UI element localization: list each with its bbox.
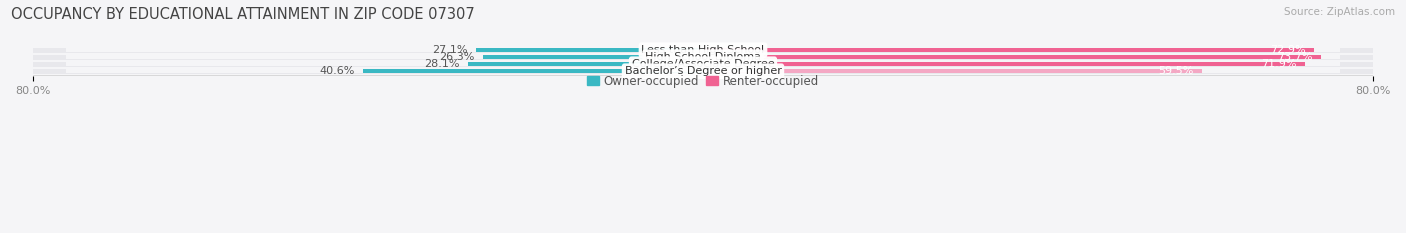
Text: 27.1%: 27.1% xyxy=(432,45,468,55)
Bar xyxy=(703,48,1374,53)
Bar xyxy=(66,62,703,66)
Text: College/Associate Degree: College/Associate Degree xyxy=(631,59,775,69)
Text: Source: ZipAtlas.com: Source: ZipAtlas.com xyxy=(1284,7,1395,17)
Bar xyxy=(32,62,703,67)
Bar xyxy=(703,48,1313,52)
Bar xyxy=(703,69,1202,73)
Text: Less than High School: Less than High School xyxy=(641,45,765,55)
Bar xyxy=(66,48,703,52)
Text: 73.7%: 73.7% xyxy=(1277,52,1312,62)
Text: OCCUPANCY BY EDUCATIONAL ATTAINMENT IN ZIP CODE 07307: OCCUPANCY BY EDUCATIONAL ATTAINMENT IN Z… xyxy=(11,7,475,22)
Bar xyxy=(703,62,1305,66)
Bar xyxy=(32,48,703,53)
Bar xyxy=(703,62,1340,66)
Bar xyxy=(703,48,1340,52)
Text: 71.9%: 71.9% xyxy=(1261,59,1298,69)
Text: 28.1%: 28.1% xyxy=(423,59,460,69)
Bar xyxy=(482,55,703,59)
Bar xyxy=(703,69,1374,74)
Legend: Owner-occupied, Renter-occupied: Owner-occupied, Renter-occupied xyxy=(582,70,824,92)
Bar xyxy=(703,55,1374,60)
Bar xyxy=(32,69,703,74)
Text: 40.6%: 40.6% xyxy=(319,66,354,76)
Bar xyxy=(32,55,703,60)
Bar xyxy=(66,55,703,59)
Bar xyxy=(468,62,703,66)
Bar xyxy=(703,55,1320,59)
Text: 59.5%: 59.5% xyxy=(1157,66,1194,76)
Text: High School Diploma: High School Diploma xyxy=(645,52,761,62)
Bar xyxy=(703,55,1340,59)
Text: 72.9%: 72.9% xyxy=(1270,45,1305,55)
Bar xyxy=(703,69,1340,73)
Text: Bachelor’s Degree or higher: Bachelor’s Degree or higher xyxy=(624,66,782,76)
Text: 26.3%: 26.3% xyxy=(439,52,474,62)
Bar xyxy=(363,69,703,73)
Bar xyxy=(66,69,703,73)
Bar xyxy=(477,48,703,52)
Bar xyxy=(703,62,1374,67)
